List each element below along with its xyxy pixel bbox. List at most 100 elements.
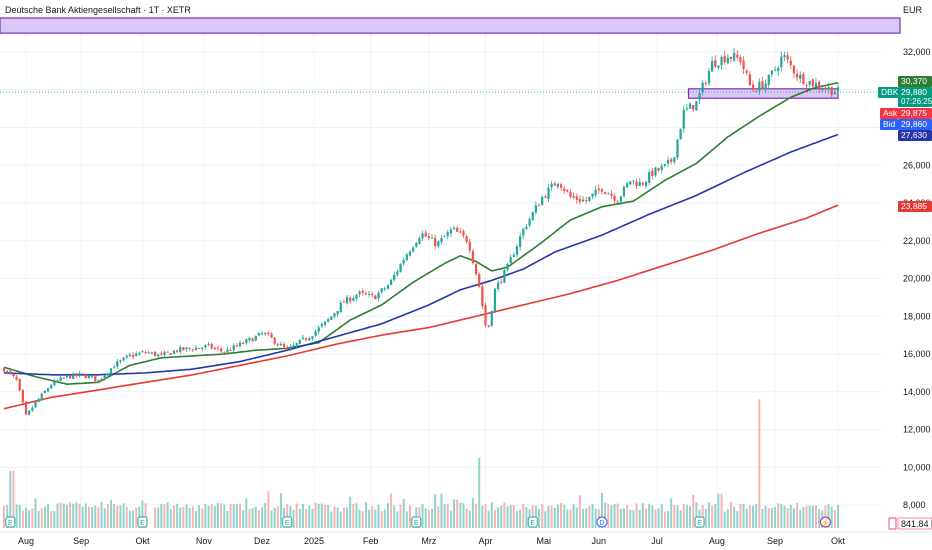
candle bbox=[194, 347, 198, 351]
volume-bar bbox=[47, 503, 50, 528]
volume-bar bbox=[742, 503, 745, 528]
volume-bar bbox=[522, 503, 525, 528]
moving-average-line-3 bbox=[3, 204, 839, 410]
svg-text:27,630: 27,630 bbox=[901, 130, 927, 140]
volume-bar bbox=[427, 510, 430, 528]
volume-bar bbox=[770, 508, 773, 528]
volume-bar bbox=[453, 499, 456, 528]
candle bbox=[733, 53, 736, 61]
candle bbox=[185, 347, 188, 350]
candle bbox=[144, 351, 147, 353]
volume-bar bbox=[34, 498, 37, 528]
support-zone[interactable] bbox=[687, 88, 839, 99]
candle bbox=[726, 57, 729, 64]
moving-average-line-1 bbox=[3, 82, 839, 386]
earnings-marker[interactable]: E bbox=[282, 516, 293, 528]
volume-bar bbox=[758, 399, 761, 528]
volume-bar bbox=[188, 507, 191, 528]
dividend-marker[interactable]: D bbox=[596, 516, 608, 528]
earnings-marker[interactable]: E bbox=[411, 516, 422, 528]
candle bbox=[251, 338, 254, 342]
candle bbox=[109, 368, 113, 375]
volume-bar bbox=[320, 503, 323, 528]
candle bbox=[682, 109, 685, 129]
candle bbox=[216, 347, 220, 349]
volume-bar bbox=[119, 505, 122, 528]
candle bbox=[131, 354, 135, 357]
volume-bar bbox=[12, 471, 15, 528]
resistance-zone-top[interactable] bbox=[0, 17, 901, 34]
candle bbox=[273, 337, 276, 344]
volume-bar bbox=[711, 505, 714, 528]
earnings-marker[interactable]: E bbox=[5, 516, 16, 528]
event-markers[interactable]: E E E E E D E ⚡ bbox=[5, 516, 831, 528]
volume-bar bbox=[298, 508, 301, 528]
svg-text:E: E bbox=[140, 520, 145, 527]
candle bbox=[588, 196, 591, 201]
volume-event-marker[interactable] bbox=[888, 517, 897, 530]
event-flash-icon[interactable]: ⚡ bbox=[819, 516, 831, 528]
candle bbox=[698, 93, 701, 100]
zones[interactable] bbox=[0, 17, 901, 99]
time-axis[interactable]: Aug Sep Okt Nov Dez 2025 Feb Mrz Apr Mai Jun Jul Aug… bbox=[0, 91, 932, 546]
volume-bar bbox=[622, 508, 625, 528]
candle bbox=[745, 70, 748, 73]
candle bbox=[305, 338, 308, 340]
candle bbox=[692, 104, 695, 110]
volume-bar bbox=[324, 504, 327, 528]
volume-bar bbox=[308, 505, 311, 528]
volume-bar bbox=[519, 509, 522, 528]
candle bbox=[166, 351, 169, 353]
volume-bar bbox=[157, 507, 160, 528]
earnings-marker[interactable]: E bbox=[527, 516, 538, 528]
candle bbox=[12, 373, 15, 377]
volume-bar bbox=[270, 510, 273, 528]
candle bbox=[597, 188, 600, 191]
volume-bar bbox=[273, 507, 276, 528]
candle bbox=[421, 233, 424, 239]
candle bbox=[603, 191, 607, 194]
time-tick-label: Dez bbox=[254, 536, 271, 546]
candle bbox=[622, 186, 626, 197]
volume-bar bbox=[25, 507, 28, 528]
candle bbox=[487, 325, 490, 327]
candle bbox=[2, 368, 6, 372]
candle bbox=[361, 290, 364, 293]
volume-bar bbox=[342, 507, 345, 528]
candle bbox=[522, 228, 525, 236]
volume-bar bbox=[723, 511, 726, 528]
volume-bar bbox=[660, 503, 663, 528]
ma-mid-value-label: 27,630 bbox=[898, 130, 932, 141]
earnings-marker[interactable]: E bbox=[694, 516, 705, 528]
earnings-marker[interactable]: E bbox=[137, 516, 148, 528]
currency-label[interactable]: EUR bbox=[903, 5, 923, 15]
volume-bar bbox=[132, 510, 135, 528]
volume-bar bbox=[714, 503, 717, 528]
volume-bar bbox=[37, 510, 40, 528]
volume-bar bbox=[72, 503, 75, 528]
volume-bar bbox=[789, 504, 792, 528]
volume-bar bbox=[257, 509, 260, 528]
candle bbox=[742, 60, 745, 70]
volume-bar bbox=[18, 504, 21, 528]
volume-bar bbox=[248, 509, 251, 528]
candle bbox=[496, 282, 500, 290]
volume-bar bbox=[506, 506, 509, 528]
candle bbox=[836, 87, 840, 92]
volume-bar bbox=[566, 509, 569, 528]
volume-bar bbox=[547, 506, 550, 528]
volume-bar bbox=[361, 511, 364, 528]
volume-bar bbox=[154, 507, 157, 528]
volume-bar bbox=[811, 505, 814, 528]
volume-bar bbox=[777, 503, 780, 528]
volume-bar bbox=[752, 505, 755, 528]
volume-bar bbox=[717, 493, 720, 528]
volume-bar bbox=[179, 507, 182, 528]
candle bbox=[679, 128, 682, 140]
volume-bar bbox=[786, 507, 789, 528]
candle bbox=[116, 361, 119, 367]
candle bbox=[135, 353, 138, 357]
volume-bar bbox=[327, 505, 330, 528]
volume-bar bbox=[575, 507, 578, 528]
